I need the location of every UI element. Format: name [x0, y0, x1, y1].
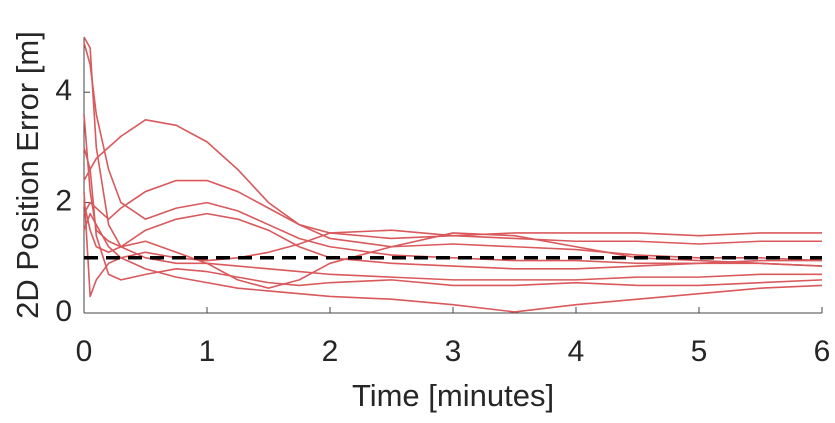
x-tick-label: 5 [691, 335, 708, 368]
line-series [83, 212, 823, 313]
x-axis-label: Time [minutes] [352, 378, 554, 413]
x-tick-label: 2 [322, 335, 339, 368]
line-series [83, 179, 822, 245]
line-series [83, 202, 822, 270]
line-series [83, 191, 822, 298]
line-series [83, 147, 823, 287]
x-tick-label: 3 [445, 335, 462, 368]
y-tick-label: 0 [55, 295, 72, 328]
x-tick-label: 1 [199, 335, 216, 368]
line-series [83, 36, 822, 281]
line-series [83, 119, 823, 262]
y-tick-label: 4 [55, 74, 72, 107]
y-tick-label: 2 [55, 185, 72, 218]
line-series [83, 42, 823, 267]
x-tick-label: 0 [76, 335, 93, 368]
y-axis-label: 2D Position Error [m] [10, 31, 45, 319]
x-tick-label: 4 [568, 335, 585, 368]
x-tick-label: 6 [814, 335, 831, 368]
